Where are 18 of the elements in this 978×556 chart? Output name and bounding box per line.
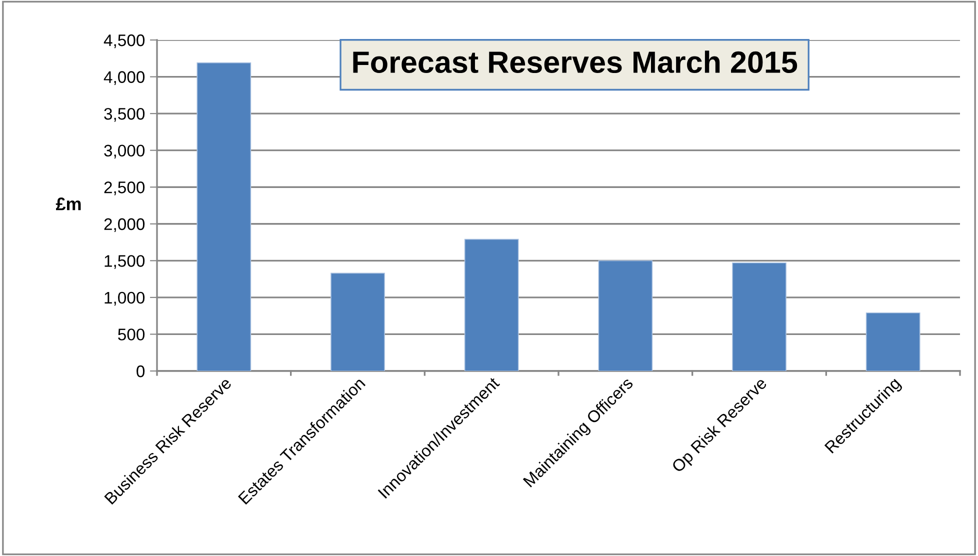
bar: [330, 272, 385, 371]
bar: [464, 238, 519, 371]
y-tick-label: 500: [118, 328, 145, 340]
y-tick-label: 2,000: [104, 218, 145, 232]
bar: [732, 262, 786, 371]
y-axis-title: £m: [56, 198, 81, 210]
y-tick-label: 2,500: [104, 182, 145, 196]
bar: [196, 62, 252, 371]
y-tick-label: 4,500: [104, 34, 145, 48]
y-tick-label: 1,500: [104, 255, 145, 269]
y-tick-label: 0: [136, 365, 145, 378]
y-tick-label: 4,000: [104, 71, 145, 85]
y-tick-label: 3,500: [104, 108, 145, 122]
y-tick-label: 1,000: [104, 292, 145, 306]
y-tick-label: 3,000: [104, 144, 145, 159]
bar: [866, 312, 920, 371]
chart-title: Forecast Reserves March 2015: [353, 50, 798, 74]
bar: [598, 260, 653, 371]
